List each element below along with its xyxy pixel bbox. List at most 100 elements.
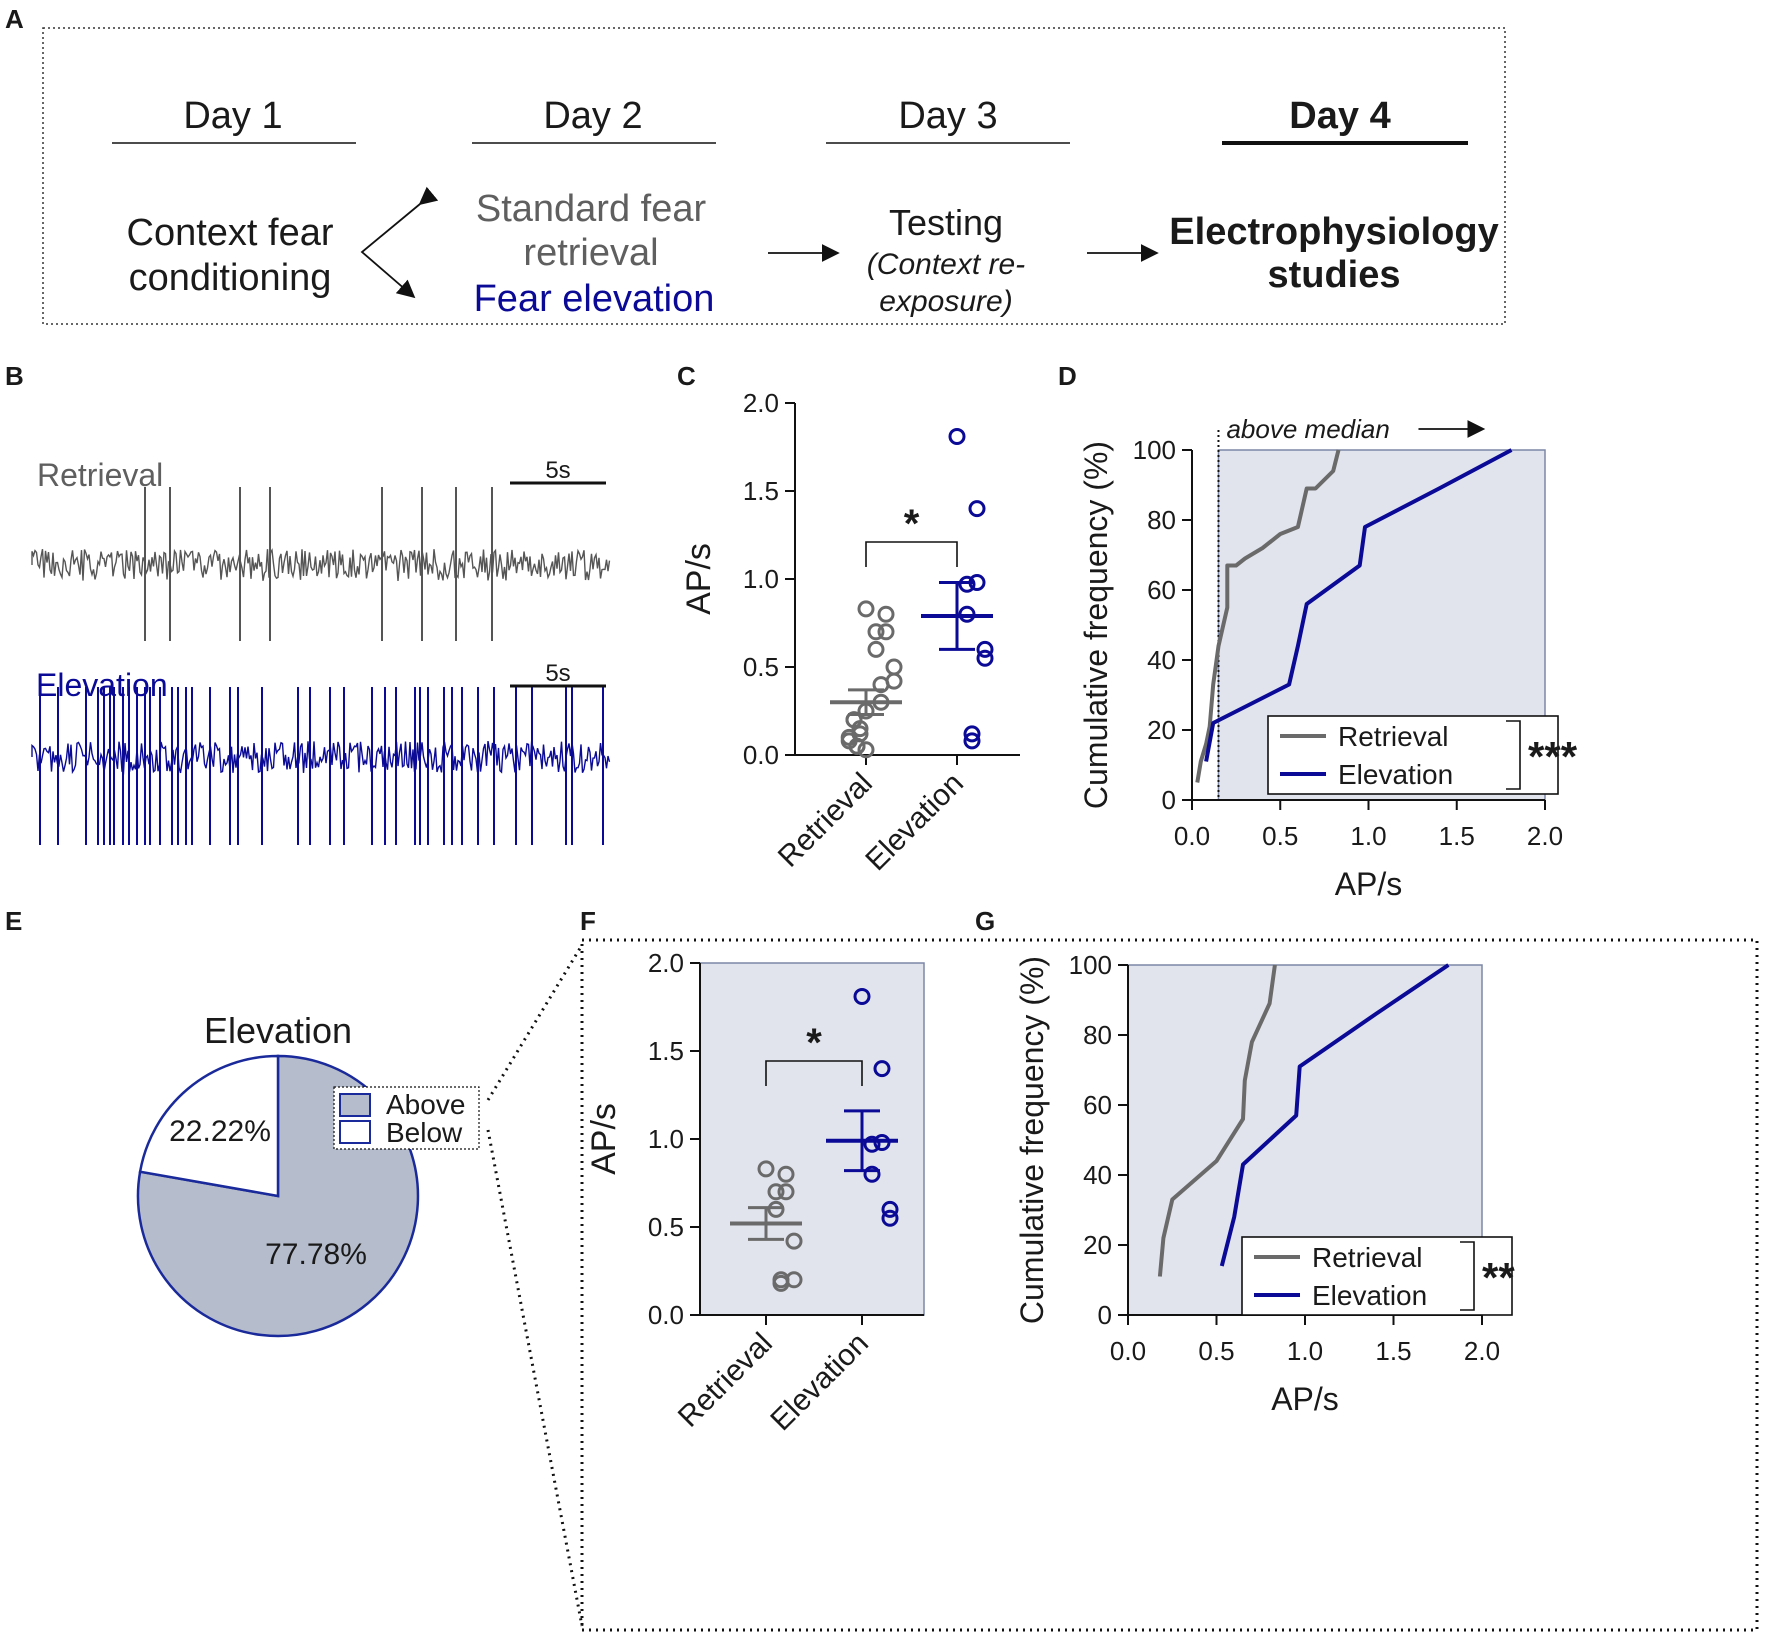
panel-a-frame [42, 27, 1506, 325]
day-description: studies [1267, 254, 1400, 296]
pie-legend-swatch-above [339, 1093, 371, 1117]
panel-c-data-point [963, 725, 981, 743]
panel-f-y-tick-label: 1.0 [648, 1124, 684, 1154]
inset-connector [486, 1129, 584, 1627]
panel-g-x-tick-label: 2.0 [1464, 1336, 1500, 1366]
day-description: Testing [889, 202, 1003, 243]
panel-d-y-label: Cumulative frequency (%) [1078, 441, 1114, 809]
scale-bar-label: 5s [545, 660, 570, 687]
panel-c-data-point [867, 640, 885, 658]
day-description: Fear elevation [474, 278, 715, 320]
panel-f-data-point [767, 1200, 785, 1218]
panel-f-data-point [757, 1160, 775, 1178]
panel-g-legend-bracket [1460, 1241, 1475, 1311]
panel-d-y-tick-label: 0 [1162, 785, 1176, 815]
panel-g-y-tick-label: 20 [1083, 1230, 1112, 1260]
panel-g-y-label: Cumulative frequency (%) [1014, 956, 1050, 1324]
panel-g-x-tick-label: 1.5 [1375, 1336, 1411, 1366]
panel-f-significance-marker: * [806, 1021, 822, 1065]
panel-f-data-point [863, 1135, 881, 1153]
panel-g-x-label: AP/s [1271, 1381, 1339, 1417]
panel-c-x-category-label: Elevation [859, 767, 970, 878]
panel-d-y-tick-label: 40 [1147, 645, 1176, 675]
panel-c-y-label: AP/s [680, 543, 718, 615]
panel-g-series-retrieval [1157, 964, 1277, 1277]
pie-legend-swatch-below [339, 1120, 371, 1144]
panel-f-y-label: AP/s [585, 1103, 623, 1175]
panel-g-legend-label: Retrieval [1312, 1242, 1422, 1273]
panel-f-data-point [863, 1165, 881, 1183]
trace-label-elevation: Elevation [36, 667, 168, 703]
panel-d-annotation: above median [1226, 414, 1389, 444]
panel-c-data-point [877, 605, 895, 623]
panel-g-y-tick-label: 100 [1069, 950, 1112, 980]
panel-f-data-point [767, 1183, 785, 1201]
day-description: (Context re- [867, 248, 1025, 281]
day-description: conditioning [129, 257, 332, 299]
panel-g-y-tick-label: 60 [1083, 1090, 1112, 1120]
pie-value-label: 22.22% [169, 1115, 271, 1148]
panel-c-y-tick-label: 1.5 [743, 476, 779, 506]
panel-f-data-point [785, 1232, 803, 1250]
inset-frame [580, 938, 1759, 1632]
panel-d-x-tick-label: 2.0 [1527, 821, 1563, 851]
panel-label-f: F [580, 906, 596, 936]
day-description: exposure) [879, 285, 1012, 318]
panel-c-data-point [877, 623, 895, 641]
day-description: Electrophysiology [1169, 211, 1498, 253]
panel-f-data-point [881, 1200, 899, 1218]
panel-d-series-retrieval [1195, 449, 1341, 783]
panel-c-data-point [968, 500, 986, 518]
panel-label-b: B [5, 361, 24, 391]
panel-f-y-tick-label: 0.0 [648, 1300, 684, 1330]
day-label: Day 2 [543, 95, 642, 137]
day-description: retrieval [523, 232, 658, 274]
panel-c-data-point [848, 737, 866, 755]
panel-label-c: C [677, 361, 696, 391]
panel-label-a: A [5, 4, 24, 34]
panel-c-data-point [857, 741, 875, 759]
panel-g-significance-marker: ** [1482, 1254, 1515, 1301]
panel-g-legend-box [1241, 1236, 1513, 1316]
panel-d-series-elevation [1204, 448, 1513, 762]
panel-g-x-tick-label: 0.0 [1110, 1336, 1146, 1366]
panel-c-data-point [857, 600, 875, 618]
panel-d-legend-bracket [1506, 720, 1521, 790]
panel-g-legend-label: Elevation [1312, 1280, 1427, 1311]
branch-arrow [360, 186, 439, 299]
panel-c-data-point [851, 720, 869, 738]
panel-g-y-tick-label: 0 [1098, 1300, 1112, 1330]
panel-c-data-point [963, 732, 981, 750]
pie-slice-below [138, 1054, 280, 1198]
day-label: Day 4 [1289, 95, 1390, 137]
panel-f-data-point [881, 1209, 899, 1227]
panel-c-data-point [958, 575, 976, 593]
pie-legend-label: Above [386, 1089, 465, 1120]
panel-f-x-category-label: Elevation [764, 1327, 875, 1438]
panel-g-x-tick-label: 0.5 [1198, 1336, 1234, 1366]
panel-f-data-point [777, 1165, 795, 1183]
trace-noise-elevation [31, 740, 611, 775]
trace-noise-retrieval [31, 548, 611, 581]
panel-c-data-point [867, 623, 885, 641]
day-label: Day 3 [898, 95, 997, 137]
panel-d-y-tick-label: 80 [1147, 505, 1176, 535]
panel-c-y-tick-label: 0.5 [743, 652, 779, 682]
pie-value-label: 77.78% [265, 1238, 367, 1271]
panel-f-data-point [873, 1060, 891, 1078]
day-description: Context fear [127, 212, 334, 254]
panel-d-x-tick-label: 1.0 [1350, 821, 1386, 851]
panel-c-y-tick-label: 1.0 [743, 564, 779, 594]
panel-d-y-tick-label: 20 [1147, 715, 1176, 745]
panel-c-data-point [976, 649, 994, 667]
panel-d-y-tick-label: 60 [1147, 575, 1176, 605]
panel-label-e: E [5, 906, 22, 936]
pie-legend-label: Below [386, 1117, 463, 1148]
pie-title: Elevation [204, 1010, 352, 1051]
panel-g-series-elevation [1219, 963, 1450, 1267]
panel-c-data-point [885, 658, 903, 676]
panel-label-g: G [975, 906, 995, 936]
panel-f-data-point [853, 987, 871, 1005]
panel-f-significance-bracket [765, 1060, 863, 1086]
